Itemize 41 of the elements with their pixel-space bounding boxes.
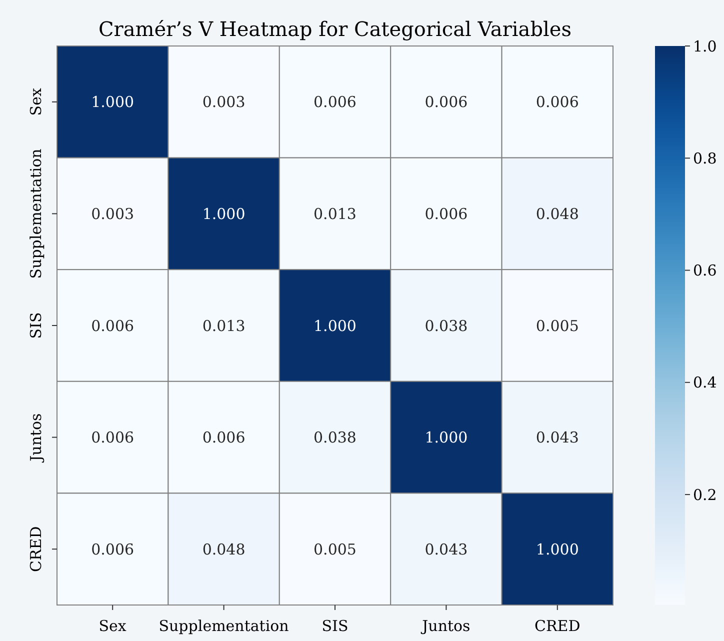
- y-tick-label: CRED: [27, 526, 45, 572]
- y-tick-label: Sex: [27, 88, 45, 116]
- data-label: 0.006: [536, 93, 579, 112]
- data-label: 0.006: [424, 204, 468, 223]
- y-tick-label: SIS: [27, 312, 45, 339]
- data-label: 0.013: [314, 204, 356, 223]
- data-label: 1.000: [536, 540, 579, 558]
- data-label: 1.000: [202, 204, 246, 223]
- data-label: 0.006: [202, 428, 246, 447]
- x-tick-label: CRED: [534, 617, 580, 635]
- data-label: 0.048: [202, 540, 246, 558]
- data-label: 0.013: [202, 316, 246, 335]
- y-tick-label: Juntos: [27, 413, 45, 464]
- data-label: 0.043: [424, 540, 468, 558]
- x-tick-label: Sex: [98, 617, 127, 635]
- x-tick-label: Supplementation: [158, 617, 290, 635]
- color-bar-label: 0.4: [693, 374, 717, 392]
- data-label: 0.006: [91, 428, 134, 447]
- data-label: 0.006: [314, 93, 356, 112]
- data-label: 0.048: [536, 204, 579, 223]
- data-label: 0.038: [314, 428, 356, 447]
- data-label: 0.005: [314, 540, 356, 558]
- data-label: 0.003: [91, 204, 134, 223]
- data-label: 0.005: [536, 316, 579, 335]
- data-label: 1.000: [91, 93, 134, 112]
- chart-title: Cramér’s V Heatmap for Categorical Variables: [98, 17, 572, 41]
- color-bar-label: 0.2: [693, 486, 717, 504]
- color-bar-label: 1.0: [693, 37, 717, 56]
- data-label: 0.003: [202, 93, 246, 112]
- data-label: 0.006: [91, 316, 134, 335]
- y-tick-label: Supplementation: [27, 148, 45, 279]
- x-tick-label: Juntos: [420, 617, 470, 635]
- data-label: 1.000: [314, 316, 356, 335]
- color-bar-label: 0.8: [693, 149, 717, 168]
- color-bar-label: 0.6: [693, 262, 717, 280]
- data-label: 0.043: [536, 428, 579, 447]
- data-label: 0.006: [424, 93, 468, 112]
- data-label: 0.006: [91, 540, 134, 558]
- data-label: 0.038: [424, 316, 468, 335]
- x-tick-label: SIS: [322, 617, 348, 635]
- data-label: 1.000: [424, 428, 468, 447]
